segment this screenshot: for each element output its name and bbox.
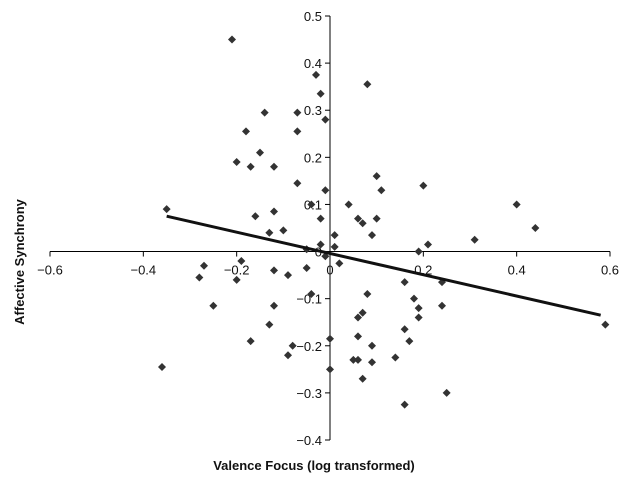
y-tick-label: −0.1 [296,292,322,307]
data-point [228,35,236,44]
data-point [293,108,302,117]
x-tick-label: 0 [326,263,333,278]
data-point [391,353,400,362]
data-point [293,179,302,188]
x-tick-label: −0.2 [224,263,250,278]
data-point [260,108,269,117]
data-point [316,240,325,249]
data-point [368,341,376,350]
data-point [321,115,330,124]
data-point [372,172,381,181]
data-point [531,224,540,232]
data-point [316,214,325,223]
data-point [372,214,381,223]
data-point [246,337,255,346]
x-tick-label: −0.6 [37,263,63,278]
data-point [330,231,339,240]
x-axis-title: Valence Focus (log transformed) [213,458,415,473]
data-point [209,301,218,310]
data-point [265,320,274,329]
data-point [330,242,339,251]
data-point [270,162,278,171]
data-point [326,365,334,374]
data-point [312,70,320,79]
trendline [166,214,602,317]
data-point [232,158,241,167]
data-point [377,186,386,195]
data-point [368,358,376,367]
data-point [344,200,353,209]
data-point [335,259,344,268]
data-point [200,261,208,270]
x-tick-label: 0.6 [601,263,619,278]
data-point [246,162,255,171]
data-point [442,388,451,397]
data-point [256,148,264,157]
data-point [368,231,376,240]
data-point [354,313,362,322]
data-point [354,355,362,364]
data-point [424,240,432,249]
data-point [242,127,250,136]
data-point [512,200,521,209]
data-point [270,207,278,216]
data-point [302,264,311,273]
data-point [293,127,302,136]
data-point [195,273,204,282]
x-tick-label: −0.4 [130,263,156,278]
data-point [400,400,409,409]
data-point [414,313,423,322]
data-point [414,304,423,313]
y-axis-title: Affective Synchrony [12,198,27,324]
data-point [288,341,297,350]
data-point [400,278,409,287]
data-point [321,186,330,195]
data-point [470,235,479,244]
data-point [358,219,367,228]
data-point [438,301,446,310]
data-point [307,200,316,209]
y-tick-label: 0.2 [304,150,322,165]
data-point [358,308,367,317]
data-point [354,214,362,223]
trendline-group [166,214,602,317]
y-tick-label: 0.3 [304,103,322,118]
data-point [307,289,316,298]
data-point [326,334,334,343]
data-point [270,266,278,275]
data-point [354,332,362,341]
y-tick-label: 0.5 [304,9,322,24]
data-point [358,374,367,383]
data-point [405,337,414,346]
data-point [279,226,288,235]
y-tick-label: −0.4 [296,433,322,448]
data-point [414,247,423,256]
x-tick-label: 0.4 [508,263,526,278]
data-point [237,256,246,265]
y-tick-label: −0.2 [296,339,322,354]
data-point [419,181,428,190]
y-tick-label: 0.4 [304,56,322,71]
data-points [158,35,610,409]
data-point [284,271,292,280]
data-point [158,362,166,371]
data-point [162,205,171,214]
data-point [363,80,372,89]
data-point [363,289,372,298]
data-point [284,351,292,360]
data-point [265,228,274,237]
tick-labels: −0.6−0.4−0.200.20.40.60.50.40.30.20.10−0… [37,9,619,448]
data-point [601,320,610,329]
y-tick-label: −0.3 [296,386,322,401]
data-point [270,301,278,310]
data-point [232,275,241,284]
data-point [316,89,325,98]
axes [50,16,610,440]
data-point [251,212,260,221]
data-point [400,325,409,334]
data-point [410,294,418,303]
data-point [349,355,358,364]
